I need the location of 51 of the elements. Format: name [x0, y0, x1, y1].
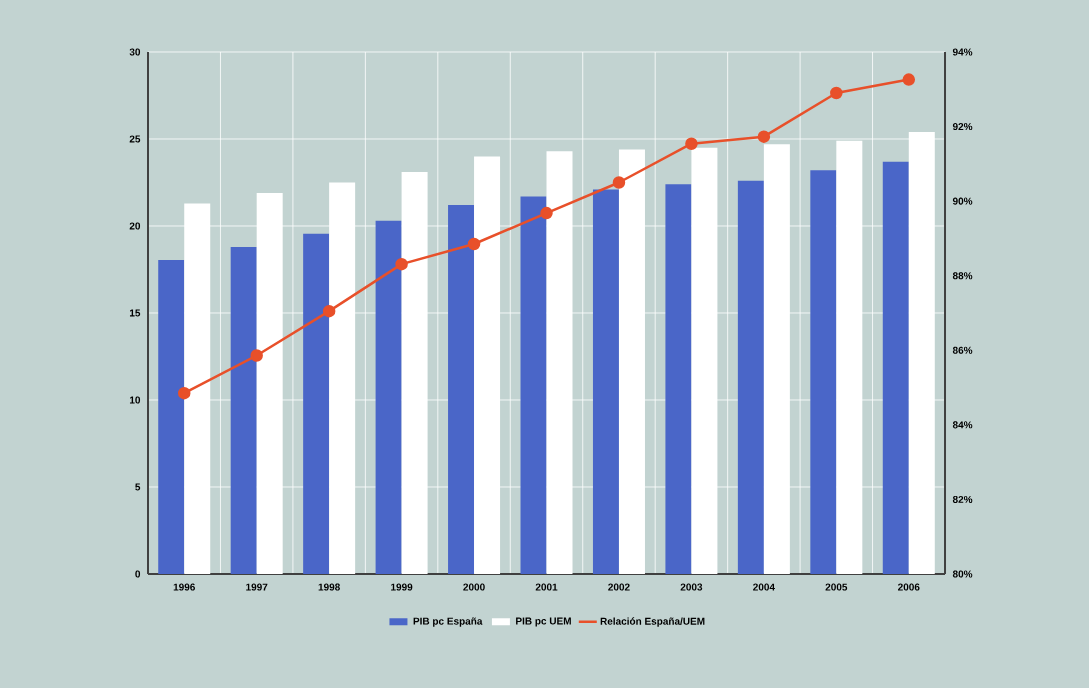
x-tick-label: 2005: [825, 583, 848, 591]
legend-label: PIB pc UEM: [516, 617, 571, 627]
y-tick-label: 25: [129, 135, 141, 143]
point: [757, 130, 771, 143]
point: [177, 386, 191, 400]
point: [612, 176, 626, 189]
x-tick-label: 1997: [246, 583, 268, 591]
bar: [520, 196, 547, 574]
x-tick-label: 2000: [463, 583, 485, 591]
bar: [737, 180, 764, 574]
point: [902, 73, 916, 86]
y2-tick-label: 80%: [952, 570, 973, 578]
x-tick-label: 2001: [535, 583, 558, 591]
point: [830, 86, 843, 100]
y2-tick-label: 84%: [952, 421, 973, 429]
y2-tick-label: 86%: [952, 346, 973, 354]
point: [322, 304, 336, 318]
bar: [448, 205, 475, 574]
y2-tick-label: 82%: [952, 495, 973, 503]
y2-tick-label: 88%: [952, 272, 973, 280]
point: [540, 206, 553, 220]
point: [685, 137, 698, 150]
bar: [303, 233, 330, 574]
x-tick-label: 2006: [898, 583, 920, 591]
y-tick-label: 10: [129, 396, 141, 404]
x-tick-label: 2004: [753, 583, 775, 591]
legend-label: Relación España/UEM: [600, 617, 705, 627]
y2-tick-label: 90%: [952, 197, 973, 205]
bar: [375, 220, 402, 574]
point: [250, 349, 263, 362]
y-tick-label: 0: [135, 570, 141, 578]
y2-tick-label: 94%: [952, 48, 973, 56]
x-tick-label: 2002: [608, 583, 630, 591]
bar: [158, 259, 185, 574]
y-tick-label: 20: [129, 222, 141, 230]
y-tick-label: 5: [135, 483, 141, 491]
point: [467, 237, 481, 251]
bar: [882, 161, 909, 574]
legend-label: PIB pc España: [413, 617, 483, 627]
x-tick-label: 1998: [318, 583, 340, 591]
x-tick-label: 2003: [680, 583, 703, 591]
x-tick-label: 1996: [173, 583, 195, 591]
y-tick-label: 30: [129, 48, 141, 56]
y2-tick-label: 92%: [952, 123, 973, 131]
bar: [665, 184, 692, 574]
y-tick-label: 15: [129, 309, 141, 317]
bar: [230, 246, 257, 574]
bar: [592, 189, 619, 574]
x-tick-label: 1999: [391, 583, 413, 591]
point: [395, 257, 408, 271]
bar: [810, 170, 837, 574]
